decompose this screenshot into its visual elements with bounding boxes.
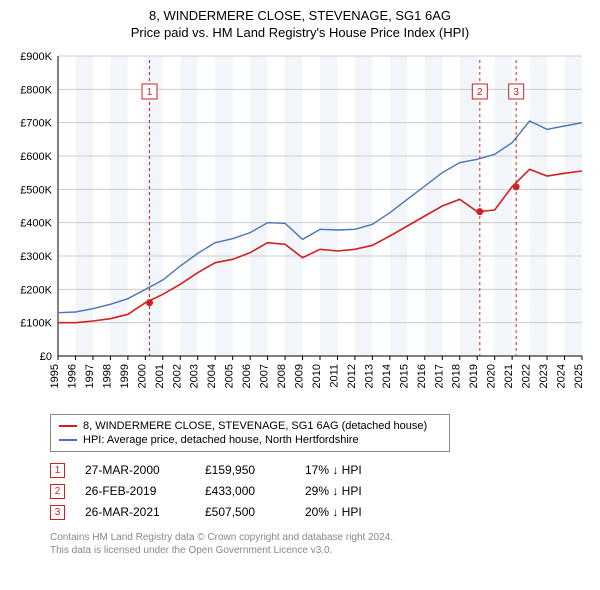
sale-marker-icon: 2	[50, 484, 65, 499]
svg-text:2007: 2007	[259, 364, 271, 388]
legend-box: 8, WINDERMERE CLOSE, STEVENAGE, SG1 6AG …	[50, 414, 450, 452]
title-line-1: 8, WINDERMERE CLOSE, STEVENAGE, SG1 6AG	[10, 8, 590, 25]
svg-text:£600K: £600K	[20, 151, 52, 163]
sale-diff: 29% ↓ HPI	[305, 484, 395, 498]
svg-text:1996: 1996	[66, 364, 78, 388]
svg-text:2017: 2017	[433, 364, 445, 388]
svg-text:2016: 2016	[416, 364, 428, 388]
svg-text:2013: 2013	[363, 364, 375, 388]
svg-text:£900K: £900K	[20, 51, 52, 63]
legend-label: HPI: Average price, detached house, Nort…	[83, 434, 359, 446]
svg-text:2023: 2023	[538, 364, 550, 388]
sale-marker-icon: 1	[50, 463, 65, 478]
title-block: 8, WINDERMERE CLOSE, STEVENAGE, SG1 6AG …	[10, 8, 590, 42]
svg-text:2005: 2005	[224, 364, 236, 388]
footnote-line-2: This data is licensed under the Open Gov…	[50, 544, 590, 557]
svg-text:1997: 1997	[84, 364, 96, 388]
svg-text:2021: 2021	[503, 364, 515, 388]
svg-text:£200K: £200K	[20, 284, 52, 296]
sale-price: £507,500	[205, 505, 285, 519]
legend-row: 8, WINDERMERE CLOSE, STEVENAGE, SG1 6AG …	[59, 419, 441, 433]
sale-date: 27-MAR-2000	[85, 463, 185, 477]
svg-text:2014: 2014	[381, 364, 393, 388]
sale-row: 1 27-MAR-2000 £159,950 17% ↓ HPI	[50, 460, 590, 481]
svg-text:3: 3	[513, 87, 519, 98]
svg-text:£700K: £700K	[20, 117, 52, 129]
svg-text:2003: 2003	[189, 364, 201, 388]
chart-container: 8, WINDERMERE CLOSE, STEVENAGE, SG1 6AG …	[0, 0, 600, 567]
sale-price: £433,000	[205, 484, 285, 498]
svg-text:2008: 2008	[276, 364, 288, 388]
svg-text:1: 1	[147, 87, 153, 98]
legend-swatch	[59, 425, 77, 427]
svg-text:2015: 2015	[398, 364, 410, 388]
legend-swatch	[59, 439, 77, 441]
svg-text:2022: 2022	[521, 364, 533, 388]
sale-marker-icon: 3	[50, 505, 65, 520]
sale-diff: 17% ↓ HPI	[305, 463, 395, 477]
sale-row: 2 26-FEB-2019 £433,000 29% ↓ HPI	[50, 481, 590, 502]
legend-row: HPI: Average price, detached house, Nort…	[59, 433, 441, 447]
chart-area: £0 £100K £200K £300K £400K £500K £600K £700K £80…	[10, 48, 590, 408]
title-line-2: Price paid vs. HM Land Registry's House …	[10, 25, 590, 42]
svg-text:2011: 2011	[328, 364, 340, 388]
svg-text:£100K: £100K	[20, 317, 52, 329]
svg-text:£400K: £400K	[20, 217, 52, 229]
svg-text:2000: 2000	[136, 364, 148, 388]
footnote: Contains HM Land Registry data © Crown c…	[50, 531, 590, 557]
sale-date: 26-FEB-2019	[85, 484, 185, 498]
svg-text:2025: 2025	[573, 364, 585, 388]
svg-text:2001: 2001	[154, 364, 166, 388]
svg-text:£0: £0	[40, 351, 52, 363]
sale-row: 3 26-MAR-2021 £507,500 20% ↓ HPI	[50, 502, 590, 523]
svg-text:2004: 2004	[206, 364, 218, 388]
svg-text:2024: 2024	[556, 364, 568, 388]
footnote-line-1: Contains HM Land Registry data © Crown c…	[50, 531, 590, 544]
legend-label: 8, WINDERMERE CLOSE, STEVENAGE, SG1 6AG …	[83, 420, 427, 432]
svg-text:2012: 2012	[346, 364, 358, 388]
svg-text:2020: 2020	[486, 364, 498, 388]
sale-date: 26-MAR-2021	[85, 505, 185, 519]
svg-text:£500K: £500K	[20, 184, 52, 196]
svg-text:2009: 2009	[294, 364, 306, 388]
sale-diff: 20% ↓ HPI	[305, 505, 395, 519]
svg-text:2: 2	[477, 87, 483, 98]
svg-text:1999: 1999	[119, 364, 131, 388]
svg-text:2018: 2018	[451, 364, 463, 388]
svg-text:£800K: £800K	[20, 84, 52, 96]
sales-table: 1 27-MAR-2000 £159,950 17% ↓ HPI 2 26-FEB-201…	[50, 460, 590, 523]
svg-text:£300K: £300K	[20, 251, 52, 263]
svg-text:2019: 2019	[468, 364, 480, 388]
svg-text:2006: 2006	[241, 364, 253, 388]
sale-price: £159,950	[205, 463, 285, 477]
svg-text:1998: 1998	[101, 364, 113, 388]
svg-text:1995: 1995	[49, 364, 61, 388]
line-chart-svg: £0 £100K £200K £300K £400K £500K £600K £700K £80…	[10, 48, 590, 408]
svg-text:2010: 2010	[311, 364, 323, 388]
svg-text:2002: 2002	[171, 364, 183, 388]
